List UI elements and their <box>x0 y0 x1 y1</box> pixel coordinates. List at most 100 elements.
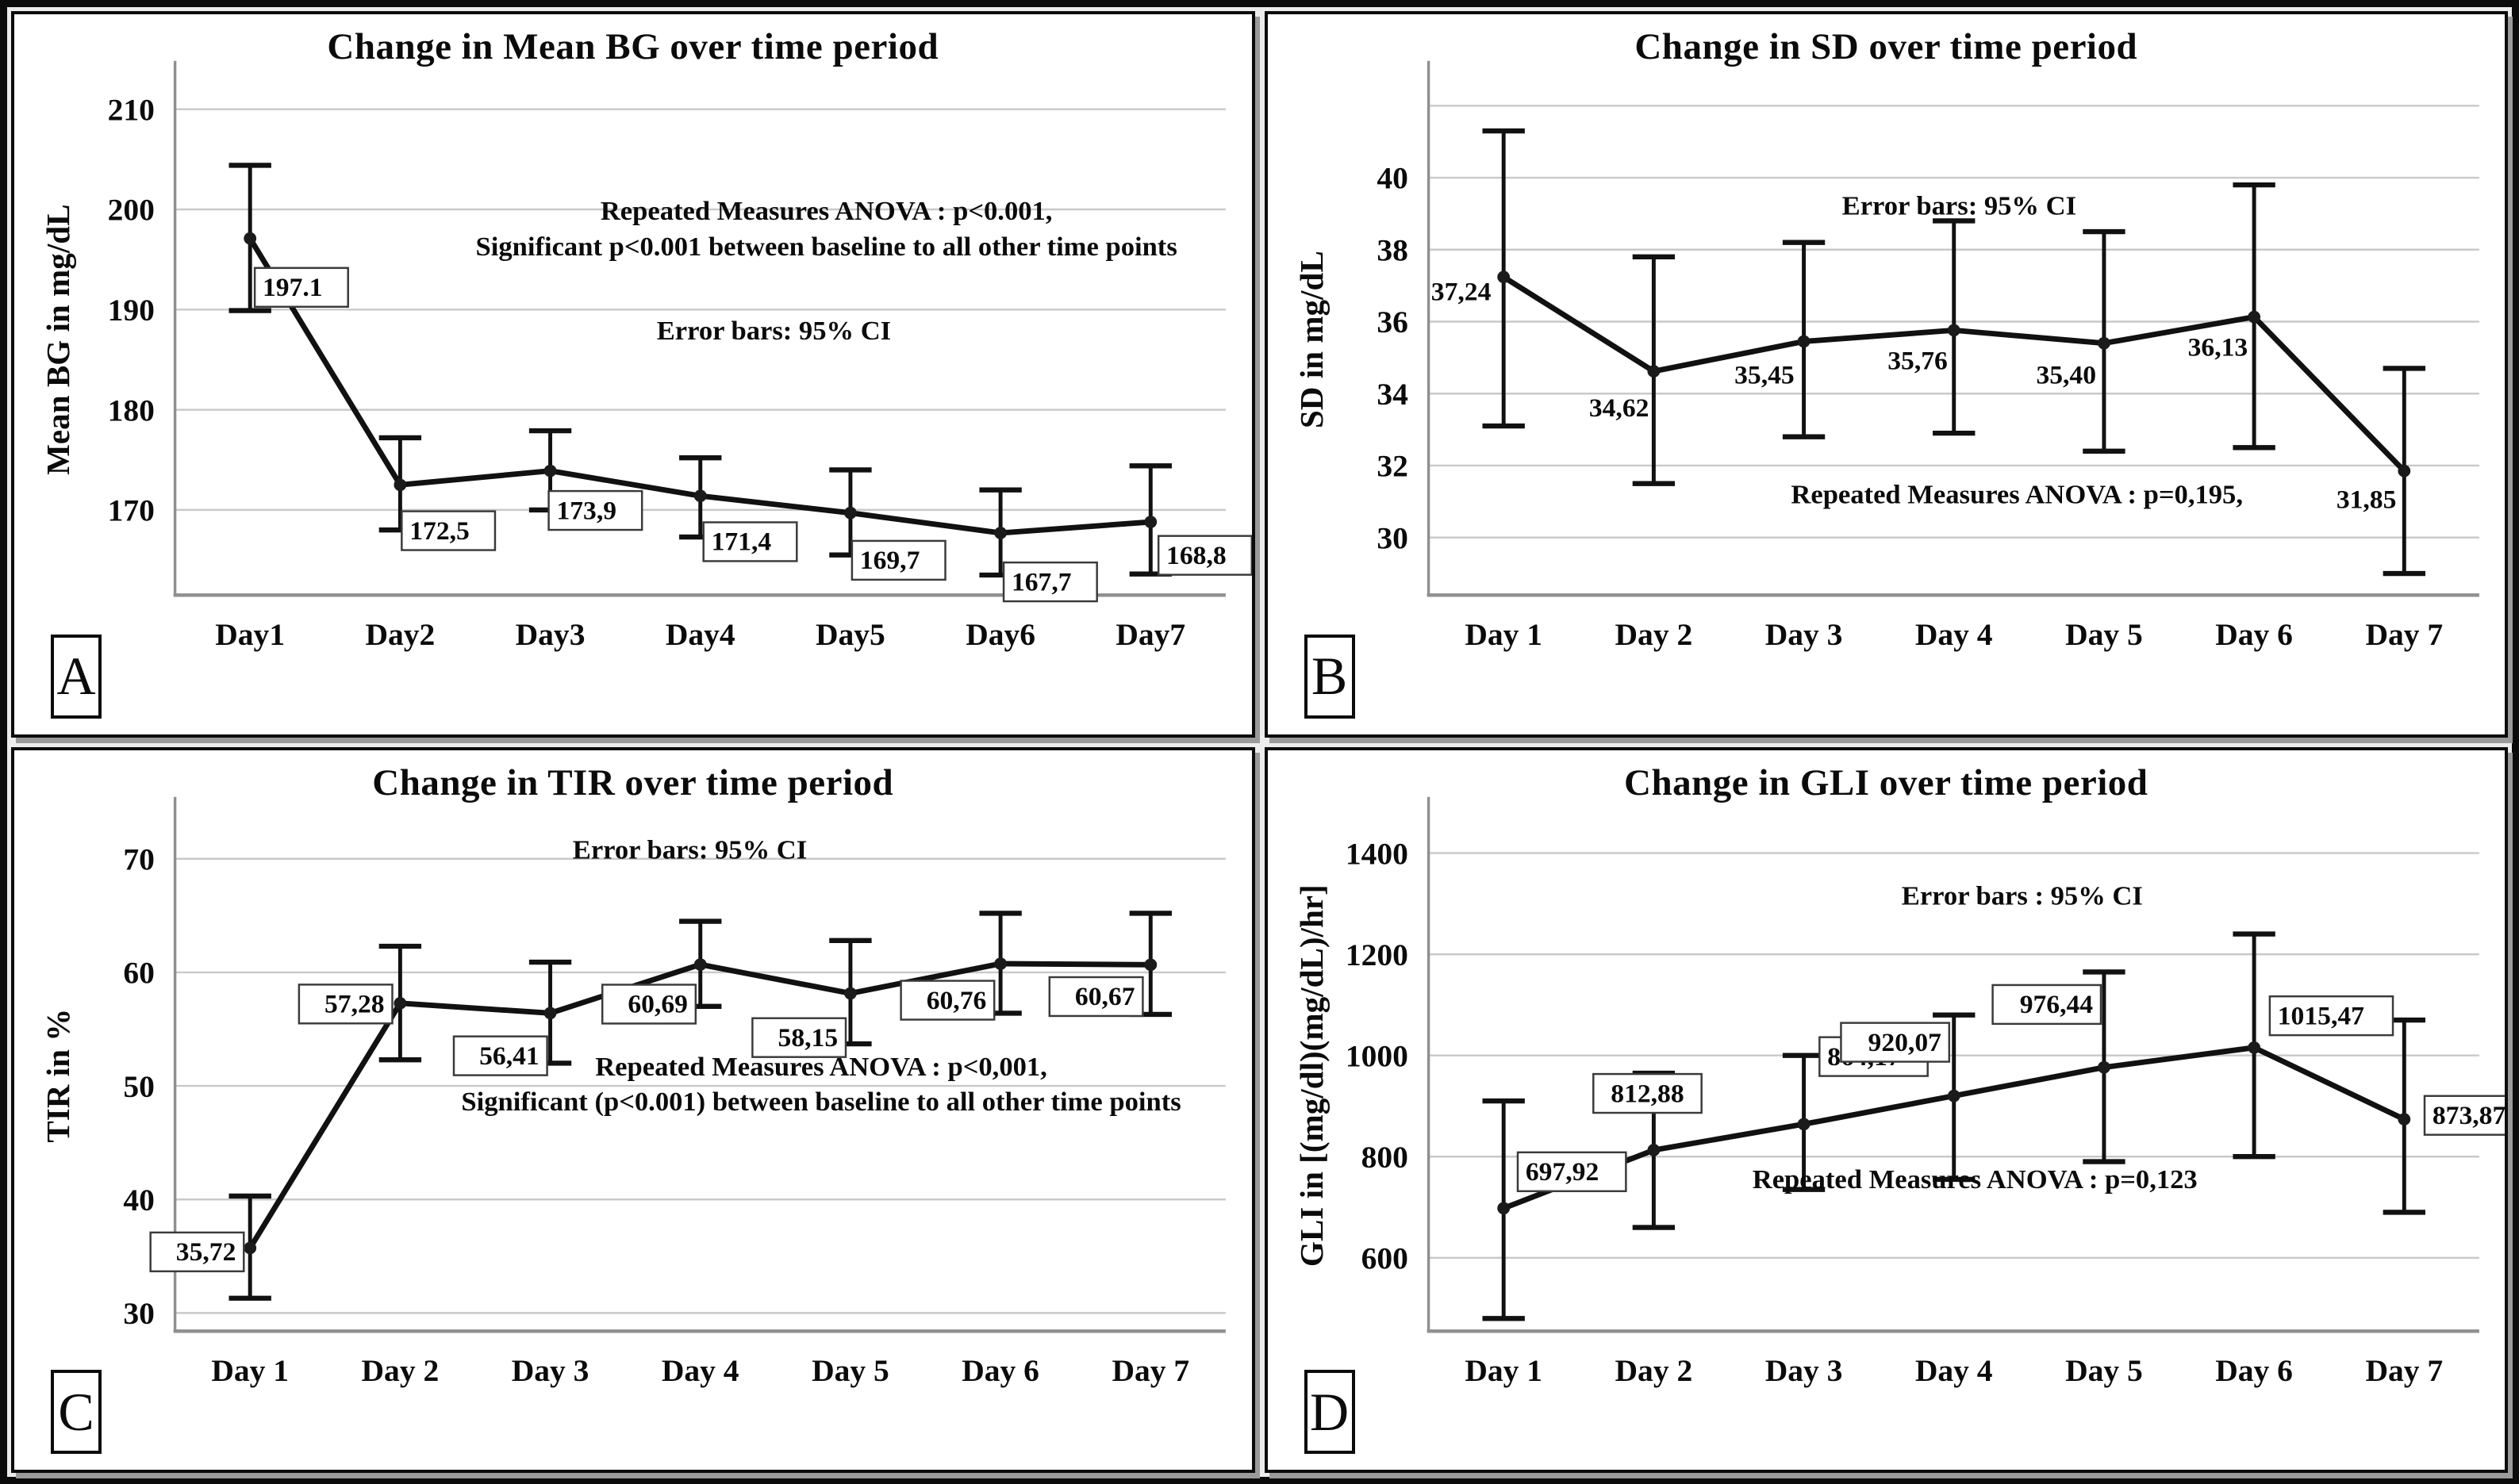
svg-text:Day 4: Day 4 <box>662 1353 739 1388</box>
x-tick-labels: Day 1 Day 2 Day 3 Day 4 Day 5 Day 6 Day 7 <box>1465 617 2443 652</box>
y-tick-labels: 30 32 34 36 38 40 <box>1377 161 1408 555</box>
svg-text:Repeated Measures ANOVA : p<0,: Repeated Measures ANOVA : p<0,001, <box>595 1052 1047 1082</box>
panel-b: 30 32 34 36 38 40 Day 1 Day 2 Day 3 Day 4 Day 5 Day… <box>1264 11 2508 738</box>
svg-text:TIR in %: TIR in % <box>40 1008 76 1142</box>
svg-text:31,85: 31,85 <box>2336 485 2396 515</box>
panel-b-title: Change in SD over time period <box>1634 26 2138 67</box>
svg-text:Day 7: Day 7 <box>1112 1353 1189 1388</box>
annotation-text: Error bars : 95% CI Repeated Measures ANO… <box>1752 880 2197 1194</box>
svg-text:171,4: 171,4 <box>712 527 772 557</box>
svg-text:920,07: 920,07 <box>1868 1028 1941 1057</box>
data-point-markers <box>244 957 1158 1254</box>
panel-a-title: Change in Mean BG over time period <box>327 26 939 67</box>
svg-text:Day 5: Day 5 <box>2065 617 2143 652</box>
svg-text:Significant p<0.001 between ba: Significant p<0.001 between baseline to … <box>476 232 1177 262</box>
svg-text:40: 40 <box>123 1183 155 1217</box>
svg-text:Day 1: Day 1 <box>1465 617 1542 652</box>
svg-text:30: 30 <box>123 1296 155 1331</box>
svg-text:70: 70 <box>123 842 155 876</box>
svg-text:35,76: 35,76 <box>1887 346 1948 375</box>
svg-text:Day 6: Day 6 <box>2215 617 2293 652</box>
data-labels: 35,72 57,28 56,41 60,69 58,15 60,76 60,67 <box>149 976 1144 1272</box>
svg-text:50: 50 <box>123 1068 155 1103</box>
svg-text:697,92: 697,92 <box>1525 1157 1598 1187</box>
y-tick-labels: 600 800 1000 1200 1400 <box>1345 836 1407 1275</box>
svg-text:Day 2: Day 2 <box>362 1353 440 1388</box>
svg-text:Day 1: Day 1 <box>1465 1353 1542 1388</box>
panel-a-letter-badge: A <box>51 634 102 719</box>
svg-text:57,28: 57,28 <box>324 989 385 1018</box>
svg-text:Day 7: Day 7 <box>2365 617 2443 652</box>
svg-text:Day 6: Day 6 <box>962 1353 1039 1388</box>
svg-text:210: 210 <box>108 93 155 128</box>
svg-text:172,5: 172,5 <box>409 516 470 546</box>
panel-b-letter-badge: B <box>1304 634 1355 719</box>
svg-text:170: 170 <box>108 493 155 528</box>
svg-text:GLI in [(mg/dl)(mg/dL)/hr]: GLI in [(mg/dl)(mg/dL)/hr] <box>1293 884 1331 1267</box>
svg-text:Significant (p<0.001) between: Significant (p<0.001) between baseline t… <box>461 1087 1181 1117</box>
svg-text:34,62: 34,62 <box>1588 393 1649 423</box>
svg-text:Day 3: Day 3 <box>1764 617 1842 652</box>
gridlines <box>175 108 1226 512</box>
svg-text:Day 3: Day 3 <box>512 1353 589 1388</box>
panel-c: 30 40 50 60 70 Day 1 Day 2 Day 3 Day 4 Day 5 Day 6… <box>11 746 1255 1473</box>
panel-a: 170 180 190 200 210 Day1 Day2 Day3 Day4 Day5 Day6 D… <box>11 11 1255 738</box>
svg-text:36,13: 36,13 <box>2187 333 2248 362</box>
svg-text:60: 60 <box>123 955 155 990</box>
svg-text:200: 200 <box>108 193 155 228</box>
svg-text:35,40: 35,40 <box>2036 361 2096 390</box>
panel-d: 600 800 1000 1200 1400 Day 1 Day 2 Day 3 Day 4 Da… <box>1264 746 2508 1473</box>
axes <box>1427 796 2479 1333</box>
svg-text:976,44: 976,44 <box>2019 990 2093 1019</box>
svg-text:SD in mg/dL: SD in mg/dL <box>1293 251 1330 428</box>
data-point-markers <box>244 232 1158 539</box>
annotation-text: Error bars: 95% CI Repeated Measures ANOV… <box>461 834 1181 1116</box>
svg-text:Error bars: 95% CI: Error bars: 95% CI <box>1841 191 2075 221</box>
svg-text:Repeated Measures ANOVA : p=0,: Repeated Measures ANOVA : p=0,123 <box>1752 1164 2197 1194</box>
svg-text:Day 5: Day 5 <box>812 1353 889 1388</box>
svg-text:34: 34 <box>1377 377 1408 412</box>
svg-text:1400: 1400 <box>1345 836 1407 871</box>
svg-text:36: 36 <box>1377 305 1408 339</box>
svg-text:Day 1: Day 1 <box>211 1353 289 1388</box>
svg-text:Day5: Day5 <box>816 617 885 652</box>
y-axis-label: TIR in % <box>40 1008 76 1142</box>
svg-text:Repeated Measures ANOVA : p=0,: Repeated Measures ANOVA : p=0,195, <box>1791 479 2243 509</box>
chart-c-canvas: 30 40 50 60 70 Day 1 Day 2 Day 3 Day 4 Day 5 Day 6… <box>40 796 1226 1388</box>
svg-text:Mean BG in mg/dL: Mean BG in mg/dL <box>40 204 76 474</box>
svg-text:Error bars : 95% CI: Error bars : 95% CI <box>1901 880 2142 911</box>
svg-text:173,9: 173,9 <box>556 496 616 525</box>
svg-text:Day 6: Day 6 <box>2215 1353 2293 1388</box>
panel-c-title: Change in TIR over time period <box>372 761 894 803</box>
svg-text:Day7: Day7 <box>1116 617 1185 652</box>
svg-text:812,88: 812,88 <box>1611 1079 1684 1108</box>
svg-text:169,7: 169,7 <box>860 546 920 575</box>
svg-text:Day 7: Day 7 <box>2365 1353 2443 1388</box>
svg-text:Repeated Measures ANOVA : p<0.: Repeated Measures ANOVA : p<0.001, <box>601 196 1053 226</box>
data-labels: 197.1 172,5 173,9 171,4 169,7 167,7 168,8 <box>253 267 1252 603</box>
svg-text:35,45: 35,45 <box>1734 360 1795 389</box>
svg-text:56,41: 56,41 <box>479 1041 540 1071</box>
y-axis-label: GLI in [(mg/dl)(mg/dL)/hr] <box>1293 884 1331 1267</box>
svg-text:60,67: 60,67 <box>1075 982 1135 1011</box>
x-tick-labels: Day1 Day2 Day3 Day4 Day5 Day6 Day7 <box>215 617 1185 652</box>
svg-text:190: 190 <box>108 293 155 328</box>
svg-text:35,72: 35,72 <box>176 1237 236 1267</box>
svg-text:Day 5: Day 5 <box>2065 1353 2143 1388</box>
error-bars <box>228 163 1172 578</box>
y-tick-labels: 30 40 50 60 70 <box>123 842 155 1330</box>
svg-text:Error bars: 95% CI: Error bars: 95% CI <box>657 316 891 346</box>
svg-text:167,7: 167,7 <box>1012 568 1072 597</box>
svg-text:873,87: 873,87 <box>2432 1101 2505 1130</box>
panel-d-title: Change in GLI over time period <box>1624 761 2148 803</box>
svg-text:Day1: Day1 <box>215 617 285 652</box>
axes <box>1427 60 2479 597</box>
svg-text:1015,47: 1015,47 <box>2277 1001 2363 1030</box>
y-axis-label: SD in mg/dL <box>1293 251 1330 428</box>
svg-text:197.1: 197.1 <box>263 273 323 302</box>
svg-text:32: 32 <box>1377 449 1408 484</box>
